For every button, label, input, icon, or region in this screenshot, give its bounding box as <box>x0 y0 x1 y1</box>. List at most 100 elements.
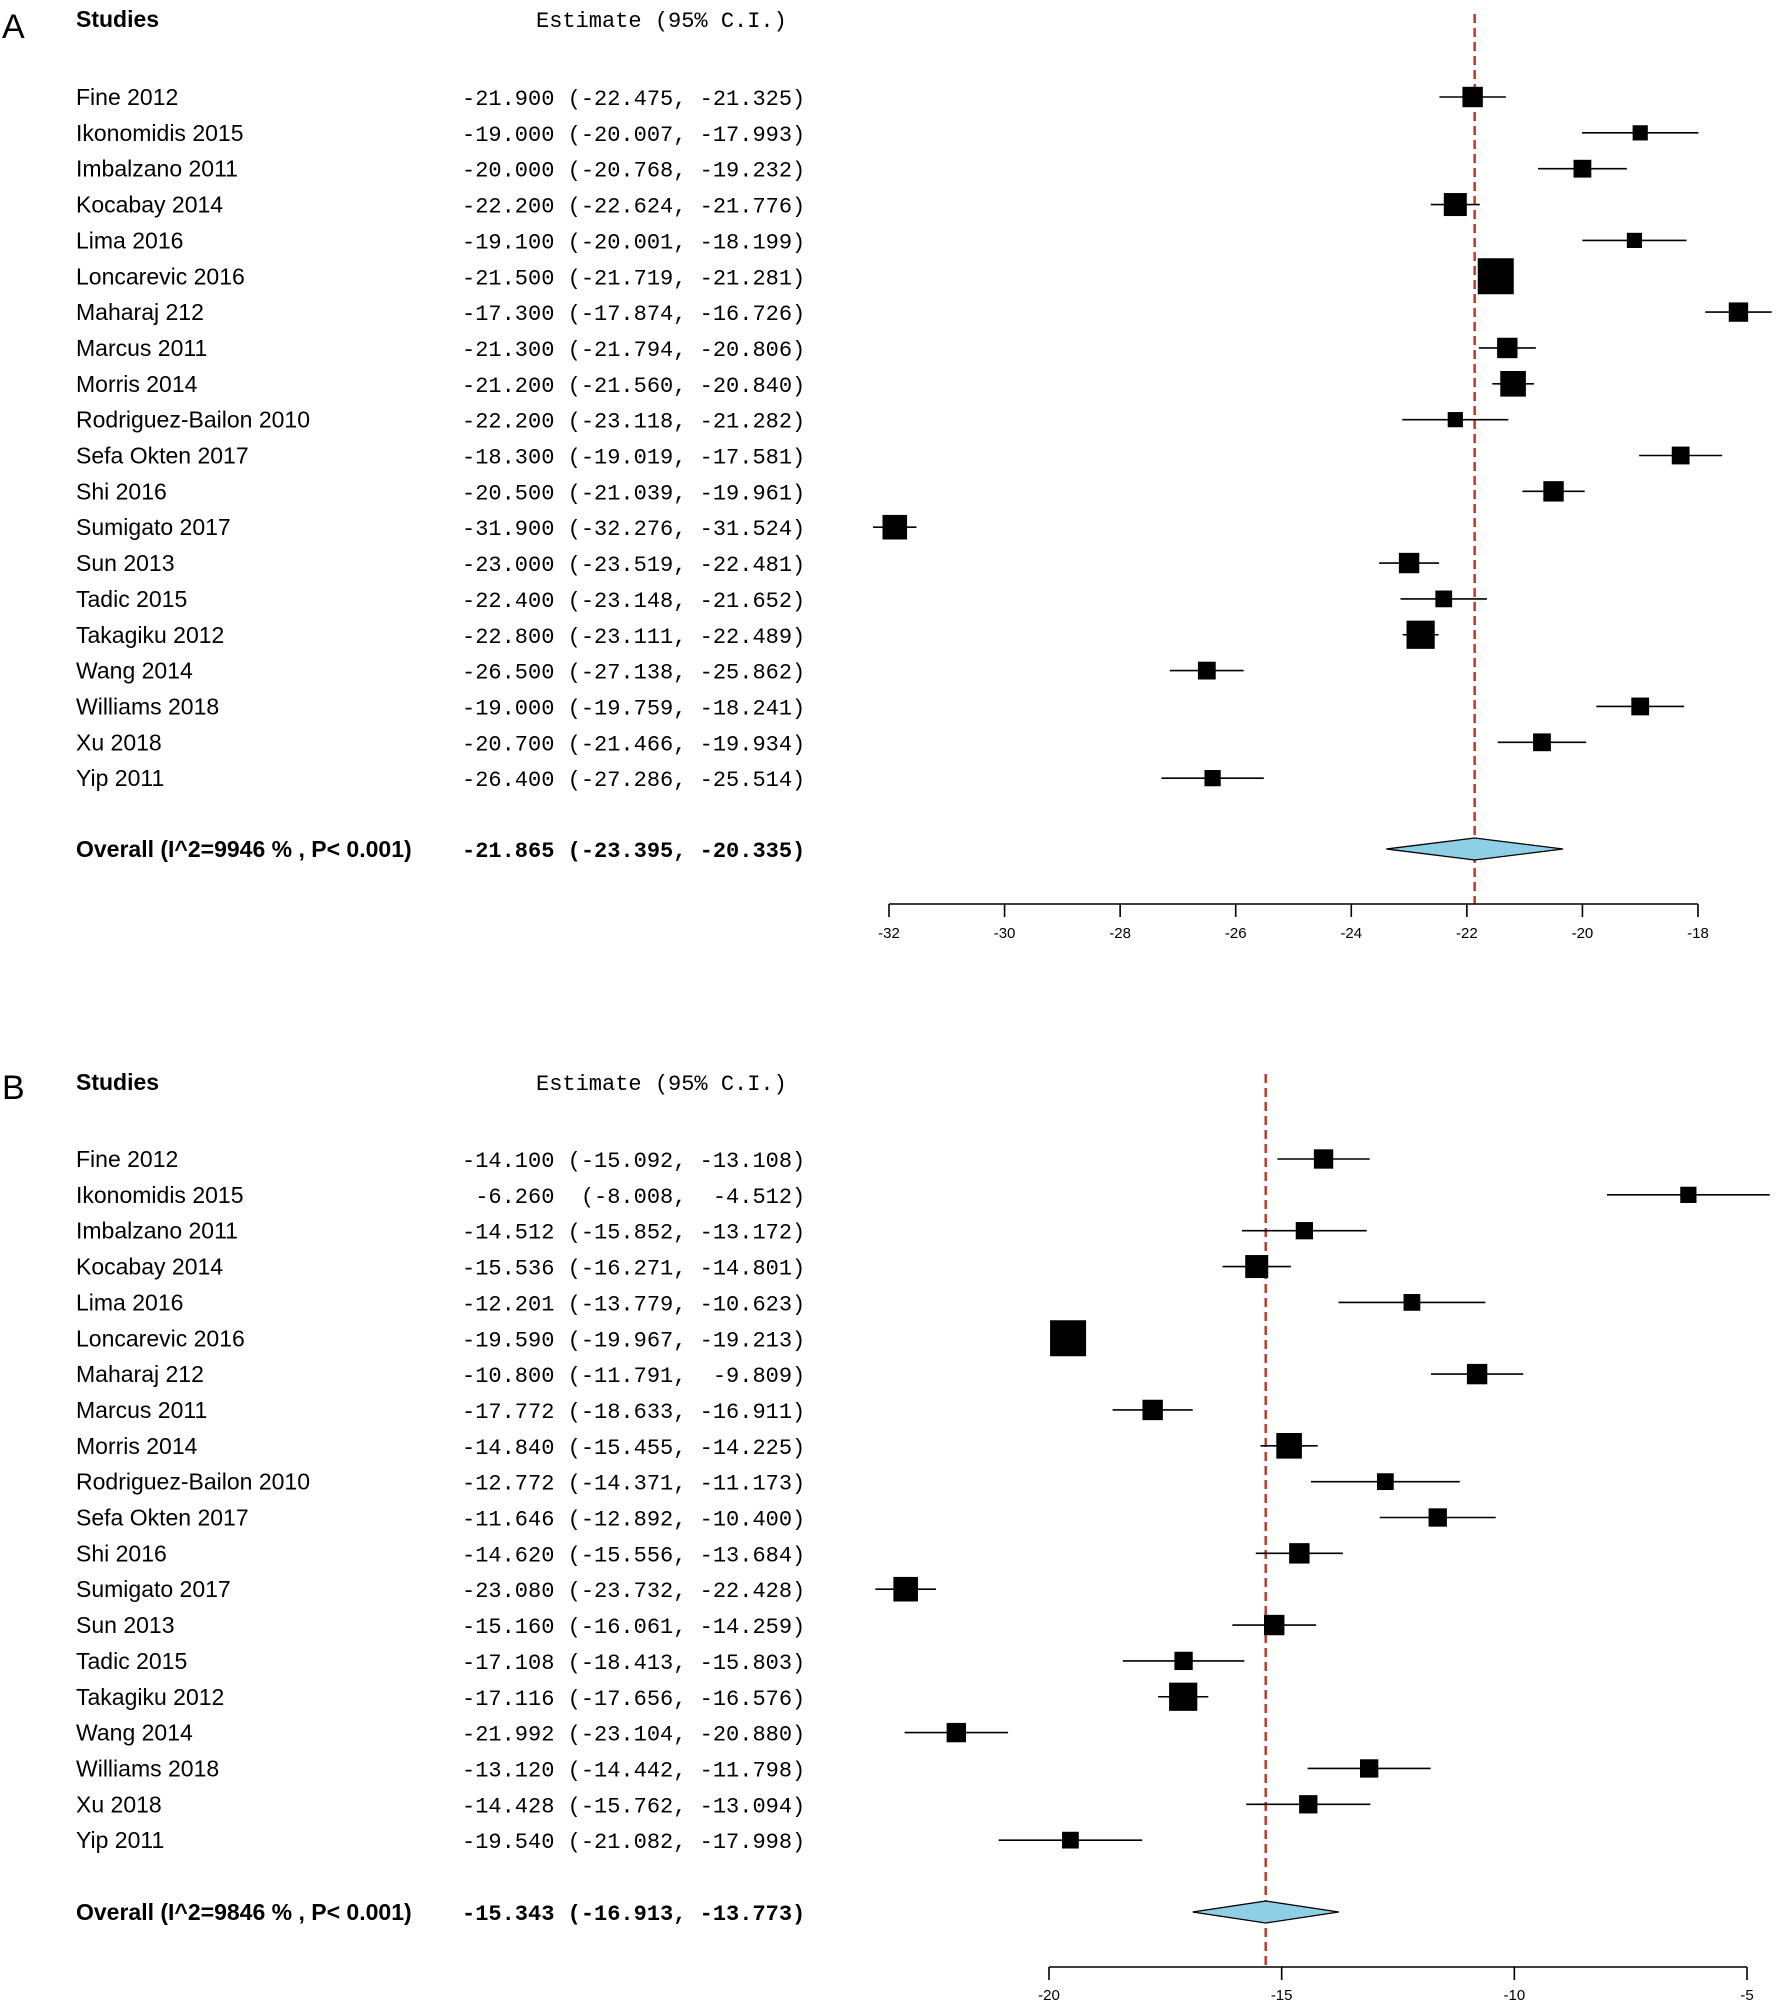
study-name: Fine 2012 <box>76 84 178 110</box>
study-name: Kocabay 2014 <box>76 192 223 218</box>
study-row: Lima 2016 -12.201 (-13.779, -10.623) <box>76 1289 1486 1317</box>
study-row: Sumigato 2017 -23.080 (-23.732, -22.428) <box>76 1576 937 1604</box>
study-estimate-ci: -21.992 (-23.104, -20.880) <box>462 1723 805 1748</box>
study-row: Yip 2011 -26.400 (-27.286, -25.514) <box>76 765 1264 793</box>
study-estimate-ci: -19.100 (-20.001, -18.199) <box>462 230 805 255</box>
study-point-square <box>1174 1651 1193 1671</box>
study-name: Wang 2014 <box>76 1720 193 1746</box>
study-estimate-ci: -31.900 (-32.276, -31.524) <box>462 517 805 542</box>
study-point-square <box>1295 1222 1314 1240</box>
study-row: Xu 2018 -20.700 (-21.466, -19.934) <box>76 729 1587 757</box>
study-row: Williams 2018 -13.120 (-14.442, -11.798) <box>76 1755 1431 1783</box>
study-row: Williams 2018 -19.000 (-19.759, -18.241) <box>76 693 1685 721</box>
study-point-square <box>1466 1363 1488 1385</box>
study-estimate-ci: -12.201 (-13.779, -10.623) <box>462 1292 805 1317</box>
study-name: Rodriguez-Bailon 2010 <box>76 1469 310 1495</box>
study-point-square <box>882 514 908 540</box>
overall-label: Overall (I^2=9946 % , P< 0.001) <box>76 836 412 862</box>
study-estimate-ci: -20.000 (-20.768, -19.232) <box>462 159 805 184</box>
study-row: Ikonomidis 2015 -6.260 (-8.008, -4.512) <box>76 1182 1770 1210</box>
study-estimate-ci: -14.840 (-15.455, -14.225) <box>462 1436 805 1461</box>
study-estimate-ci: -14.100 (-15.092, -13.108) <box>462 1149 805 1174</box>
study-name: Tadic 2015 <box>76 1648 187 1674</box>
study-name: Loncarevic 2016 <box>76 1325 245 1351</box>
study-point-square <box>1062 1831 1079 1849</box>
study-estimate-ci: -21.500 (-21.719, -21.281) <box>462 266 805 291</box>
study-row: Takagiku 2012 -17.116 (-17.656, -16.576) <box>76 1682 1209 1712</box>
study-row: Maharaj 212 -10.800 (-11.791, -9.809) <box>76 1361 1524 1389</box>
study-estimate-ci: -17.772 (-18.633, -16.911) <box>462 1400 805 1425</box>
study-row: Wang 2014 -26.500 (-27.138, -25.862) <box>76 658 1244 686</box>
study-row: Morris 2014 -14.840 (-15.455, -14.225) <box>76 1433 1318 1461</box>
header-studies: Studies <box>76 1069 159 1095</box>
study-row: Ikonomidis 2015 -19.000 (-20.007, -17.993… <box>76 120 1699 148</box>
study-name: Maharaj 212 <box>76 1361 204 1387</box>
study-estimate-ci: -20.500 (-21.039, -19.961) <box>462 481 805 506</box>
header-estimate: Estimate (95% C.I.) <box>536 1072 787 1097</box>
study-name: Yip 2011 <box>76 1827 164 1853</box>
study-row: Tadic 2015 -17.108 (-18.413, -15.803) <box>76 1648 1245 1676</box>
study-name: Lima 2016 <box>76 1289 183 1315</box>
study-point-square <box>1443 193 1467 217</box>
study-name: Xu 2018 <box>76 1791 162 1817</box>
study-name: Lima 2016 <box>76 227 183 253</box>
study-name: Yip 2011 <box>76 765 164 791</box>
study-estimate-ci: -22.200 (-23.118, -21.282) <box>462 410 805 435</box>
x-axis-tick-label: -26 <box>1225 925 1247 942</box>
study-row: Rodriguez-Bailon 2010 -12.772 (-14.371, -… <box>76 1469 1460 1497</box>
panel-label: A <box>2 8 25 46</box>
overall-diamond <box>1386 837 1564 861</box>
x-axis-tick-label: -30 <box>994 925 1016 942</box>
study-point-square <box>1403 1294 1421 1311</box>
x-axis-tick-label: -20 <box>1572 925 1594 942</box>
study-estimate-ci: -17.300 (-17.874, -16.726) <box>462 302 805 327</box>
study-point-square <box>1359 1759 1379 1778</box>
study-row: Kocabay 2014 -22.200 (-22.624, -21.776) <box>76 192 1480 220</box>
study-name: Fine 2012 <box>76 1146 178 1172</box>
study-row: Shi 2016 -20.500 (-21.039, -19.961) <box>76 478 1585 506</box>
study-row: Shi 2016 -14.620 (-15.556, -13.684) <box>76 1540 1343 1568</box>
study-point-square <box>1313 1149 1334 1169</box>
study-estimate-ci: -14.512 (-15.852, -13.172) <box>462 1221 805 1246</box>
study-row: Imbalzano 2011 -14.512 (-15.852, -13.172) <box>76 1218 1367 1246</box>
study-estimate-ci: -23.000 (-23.519, -22.481) <box>462 553 805 578</box>
study-row: Morris 2014 -21.200 (-21.560, -20.840) <box>76 371 1534 399</box>
study-point-square <box>1398 552 1420 574</box>
header-studies: Studies <box>76 6 159 32</box>
study-point-square <box>1543 481 1564 502</box>
study-row: Sun 2013 -15.160 (-16.061, -14.259) <box>76 1612 1317 1640</box>
study-row: Marcus 2011 -17.772 (-18.633, -16.911) <box>76 1397 1193 1425</box>
study-row: Kocabay 2014 -15.536 (-16.271, -14.801) <box>76 1254 1291 1282</box>
study-name: Rodriguez-Bailon 2010 <box>76 407 310 433</box>
panel-label: B <box>2 1069 25 1107</box>
study-row: Yip 2011 -19.540 (-21.082, -17.998) <box>76 1827 1143 1855</box>
x-axis-tick-label: -10 <box>1503 1987 1525 2004</box>
study-estimate-ci: -26.500 (-27.138, -25.862) <box>462 661 805 686</box>
study-estimate-ci: -22.800 (-23.111, -22.489) <box>462 625 805 650</box>
study-name: Williams 2018 <box>76 693 219 719</box>
study-name: Ikonomidis 2015 <box>76 1182 244 1208</box>
study-estimate-ci: -23.080 (-23.732, -22.428) <box>462 1579 805 1604</box>
study-estimate-ci: -20.700 (-21.466, -19.934) <box>462 732 805 757</box>
study-point-square <box>1477 258 1514 295</box>
study-name: Sun 2013 <box>76 1612 174 1638</box>
study-name: Sumigato 2017 <box>76 514 231 540</box>
x-axis-tick-label: -24 <box>1340 925 1362 942</box>
study-point-square <box>1197 661 1216 680</box>
study-point-square <box>1497 337 1518 359</box>
study-estimate-ci: -21.300 (-21.794, -20.806) <box>462 338 805 363</box>
study-estimate-ci: -12.772 (-14.371, -11.173) <box>462 1472 805 1497</box>
study-point-square <box>1142 1399 1163 1421</box>
x-axis-tick-label: -20 <box>1038 1987 1060 2004</box>
study-estimate-ci: -22.200 (-22.624, -21.776) <box>462 195 805 220</box>
study-point-square <box>1533 733 1551 752</box>
study-point-square <box>1728 302 1749 322</box>
study-name: Morris 2014 <box>76 371 198 397</box>
study-row: Fine 2012 -14.100 (-15.092, -13.108) <box>76 1146 1370 1174</box>
study-row: Rodriguez-Bailon 2010 -22.200 (-23.118, -… <box>76 407 1509 435</box>
study-point-square <box>1050 1320 1087 1357</box>
study-point-square <box>1204 770 1221 787</box>
study-row: Takagiku 2012 -22.800 (-23.111, -22.489) <box>76 620 1439 650</box>
study-estimate-ci: -19.540 (-21.082, -17.998) <box>462 1830 805 1855</box>
overall-estimate-ci: -21.865 (-23.395, -20.335) <box>462 839 805 864</box>
